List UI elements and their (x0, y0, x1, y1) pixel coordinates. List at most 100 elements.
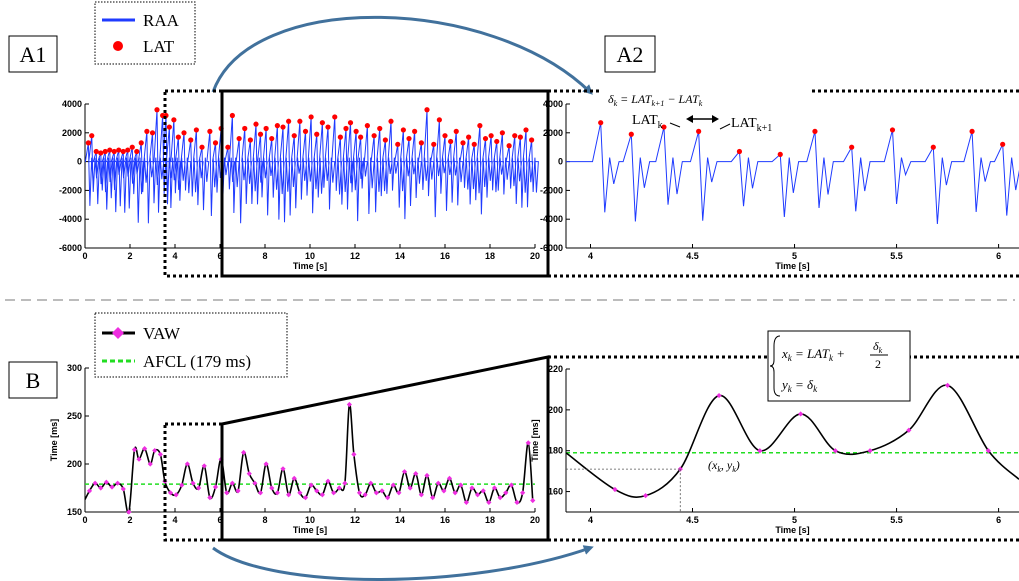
vaw-point (325, 478, 331, 484)
a2-x-tick-label: 6 (996, 251, 1001, 261)
a1-y-tick-label: -2000 (59, 185, 82, 195)
lat-point (388, 118, 394, 124)
bz-y-axis-label: Time [ms] (530, 419, 540, 461)
lat-point (314, 131, 320, 137)
lat-point (212, 140, 219, 146)
lat-point (930, 144, 936, 150)
svg-text:yk = δk: yk = δk (780, 377, 818, 394)
vaw-point (458, 482, 464, 488)
chart-a1: 0 2 4 6 8 10 12 14 16 18 20 -6000 -4000 -2000 0 2000 400… (59, 99, 540, 271)
a1-x-tick-label: 14 (395, 251, 405, 261)
vaw-point (475, 492, 481, 498)
lat-point (107, 147, 113, 153)
svg-text:(xk, yk): (xk, yk) (708, 458, 740, 474)
panel-label-a2: A2 (604, 35, 656, 73)
a1-x-tick-label: 18 (485, 251, 495, 261)
lat-point (598, 120, 604, 126)
bz-y-tick-label: 160 (548, 487, 563, 497)
lat-point (144, 128, 150, 134)
svg-text:δk = LATk+1 − LATk: δk = LATk+1 − LATk (608, 92, 703, 108)
bz-y-tick-label: 220 (548, 364, 563, 374)
lat-point (269, 135, 275, 142)
lat-point (85, 140, 91, 146)
vaw-point (280, 466, 286, 472)
lat-point (889, 127, 896, 133)
lat-point (98, 150, 104, 156)
b-y-axis-label: Time [ms] (49, 419, 59, 461)
vaw-point (867, 448, 873, 454)
lat-point (382, 137, 388, 143)
vaw-point (314, 488, 320, 494)
bz-x-tick-label: 5 (792, 515, 797, 525)
lat-point (225, 144, 231, 150)
lat-point (291, 133, 297, 139)
lat-point (448, 138, 454, 145)
lat-point (460, 140, 466, 146)
vaw-point (196, 485, 202, 491)
lat-point (661, 124, 667, 130)
vaw-point (351, 451, 357, 457)
lat-point (229, 112, 235, 119)
vaw-point (525, 440, 531, 446)
vaw-point (503, 490, 509, 496)
lat-point (337, 134, 343, 140)
vaw-point (469, 485, 475, 491)
svg-text:2: 2 (875, 357, 881, 371)
lat-point (149, 130, 156, 136)
lat-point (343, 125, 349, 132)
a2-y-tick-label: 2000 (543, 128, 563, 138)
svg-text:B: B (26, 368, 41, 393)
vaw-point (401, 469, 408, 475)
lat-point (969, 128, 975, 134)
lat-point (453, 128, 459, 134)
lat-point (377, 125, 383, 132)
b-x-tick-label: 8 (262, 515, 267, 525)
vaw-point (452, 490, 458, 496)
legend-a: RAA LAT (94, 1, 196, 65)
vaw-point (142, 446, 148, 452)
bz-x-tick-label: 4.5 (686, 515, 699, 525)
point-xy-label: (xk, yk) (708, 458, 740, 474)
legend-vaw-marker (112, 327, 124, 339)
b-y-tick-label: 200 (67, 459, 82, 469)
raa-trace-a1 (84, 109, 539, 224)
vaw-point (86, 488, 93, 494)
vaw-point (356, 490, 363, 496)
bz-x-tick-label: 4 (588, 515, 593, 525)
b-x-tick-label: 4 (172, 515, 177, 525)
lat-point (302, 128, 309, 134)
lat-point (347, 120, 354, 126)
lat-point (812, 128, 818, 134)
a1-x-tick-label: 16 (440, 251, 450, 261)
a2-y-tick-label: 4000 (543, 99, 563, 109)
panel-label-a1: A1 (8, 35, 58, 73)
vaw-point (362, 492, 368, 498)
vaw-point (407, 485, 413, 491)
svg-text:A2: A2 (617, 42, 644, 67)
lat-point (506, 143, 512, 149)
svg-text:A1: A1 (20, 42, 47, 67)
vaw-point (263, 461, 269, 467)
a1-x-tick-label: 0 (82, 251, 87, 261)
lat-point (777, 151, 783, 157)
vaw-point (368, 480, 374, 486)
b-x-axis-label: Time [s] (293, 525, 327, 535)
lat-point (1000, 141, 1006, 147)
lat-point (431, 141, 437, 147)
lat-point (523, 127, 529, 133)
vaw-point (441, 488, 447, 494)
lat-point (193, 127, 199, 133)
lat-point (466, 134, 472, 140)
vaw-point (379, 488, 385, 494)
svg-text:LATk: LATk (632, 113, 663, 131)
delta-interval-arrow (686, 115, 719, 123)
b-x-tick-label: 16 (440, 515, 450, 525)
a1-x-axis-label: Time [s] (293, 261, 327, 271)
vaw-point (832, 448, 838, 454)
vaw-point (486, 499, 492, 505)
lat-point (286, 118, 292, 124)
a2-y-tick-label: -6000 (540, 243, 563, 253)
legend-raa-label: RAA (143, 11, 180, 30)
vaw-point (985, 448, 991, 454)
lat-point (125, 147, 131, 153)
